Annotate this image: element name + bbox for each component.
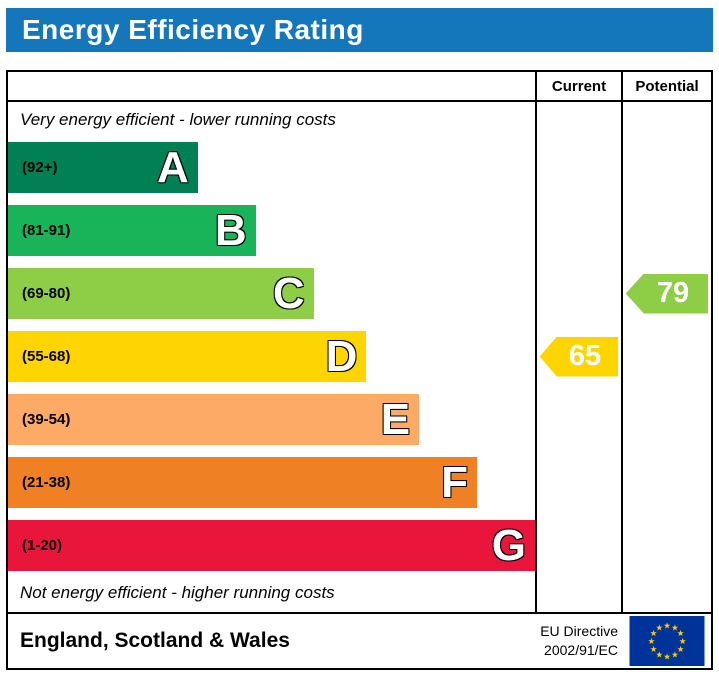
svg-text:★: ★ [671,650,678,660]
band-row-g: (1-20) G [8,514,535,577]
band-row-a: (92+) A [8,136,535,199]
band-range-label: (92+) [22,159,58,176]
current-column-header: Current [535,72,621,102]
rating-value: 65 [568,340,602,372]
band-range-label: (69-80) [22,285,71,302]
current-cell-d: 65 [535,325,621,388]
current-cell-c [535,262,621,325]
band-letter-label: B [214,205,247,255]
band-bar-d: (55-68) D [8,331,367,382]
current-bottom-spacer [535,577,621,612]
eu-flag-icon: ★ ★★★★★★★★★★★ [629,616,705,666]
band-letter-label: G [491,520,526,570]
band-bar-c: (69-80) C [8,268,314,319]
potential-cell-e [621,388,711,451]
potential-rating-pointer: 79 [625,273,709,314]
current-cell-g [535,514,621,577]
band-letter-label: D [325,331,358,381]
potential-cell-b [621,199,711,262]
potential-cell-f [621,451,711,514]
svg-text:★: ★ [650,644,657,654]
svg-text:★: ★ [677,628,684,638]
band-bar-f: (21-38) F [8,457,478,508]
potential-cell-d [621,325,711,388]
rating-grid: Current Potential Very energy efficient … [8,72,711,612]
band-row-e: (39-54) E [8,388,535,451]
header-spacer [8,72,535,102]
current-top-spacer [535,102,621,136]
page-title: Energy Efficiency Rating [22,14,364,45]
svg-text:★: ★ [648,636,655,646]
svg-text:★: ★ [663,652,670,662]
eu-directive-line2: 2002/91/EC [544,642,618,658]
current-cell-f [535,451,621,514]
rating-table: Current Potential Very energy efficient … [6,70,713,670]
svg-text:★: ★ [650,628,657,638]
eu-directive-line1: EU Directive [540,623,618,640]
current-cell-a [535,136,621,199]
current-rating-pointer: 65 [539,336,619,377]
potential-top-spacer [621,102,711,136]
svg-text:★: ★ [655,650,662,660]
svg-text:★: ★ [655,622,662,632]
band-letter-label: C [272,268,305,318]
current-cell-b [535,199,621,262]
svg-text:★: ★ [679,636,686,646]
potential-column-header: Potential [621,72,711,102]
potential-bottom-spacer [621,577,711,612]
band-row-b: (81-91) B [8,199,535,262]
band-range-label: (55-68) [22,348,71,365]
rating-value: 79 [656,277,690,309]
svg-text:★: ★ [677,644,684,654]
svg-text:★: ★ [663,620,670,630]
band-range-label: (39-54) [22,411,71,428]
top-note: Very energy efficient - lower running co… [20,110,336,129]
bottom-note: Not energy efficient - higher running co… [20,583,335,602]
band-row-d: (55-68) D [8,325,535,388]
svg-text:★: ★ [671,622,678,632]
potential-cell-c: 79 [621,262,711,325]
band-range-label: (21-38) [22,474,71,491]
band-letter-label: E [380,394,411,444]
potential-cell-a [621,136,711,199]
eu-directive-label: EU Directive 2002/91/EC [540,622,618,660]
band-letter-label: A [156,142,189,192]
potential-cell-g [621,514,711,577]
band-row-f: (21-38) F [8,451,535,514]
band-range-label: (1-20) [22,537,63,554]
band-bar-g: (1-20) G [8,520,535,571]
band-bar-a: (92+) A [8,142,198,193]
band-bar-e: (39-54) E [8,394,420,445]
band-bar-b: (81-91) B [8,205,256,256]
band-range-label: (81-91) [22,222,71,239]
footer: England, Scotland & Wales EU Directive 2… [8,612,711,668]
current-cell-e [535,388,621,451]
title-bar: Energy Efficiency Rating [6,8,713,52]
band-row-c: (69-80) C [8,262,535,325]
band-letter-label: F [441,457,469,507]
region-label: England, Scotland & Wales [20,629,290,652]
